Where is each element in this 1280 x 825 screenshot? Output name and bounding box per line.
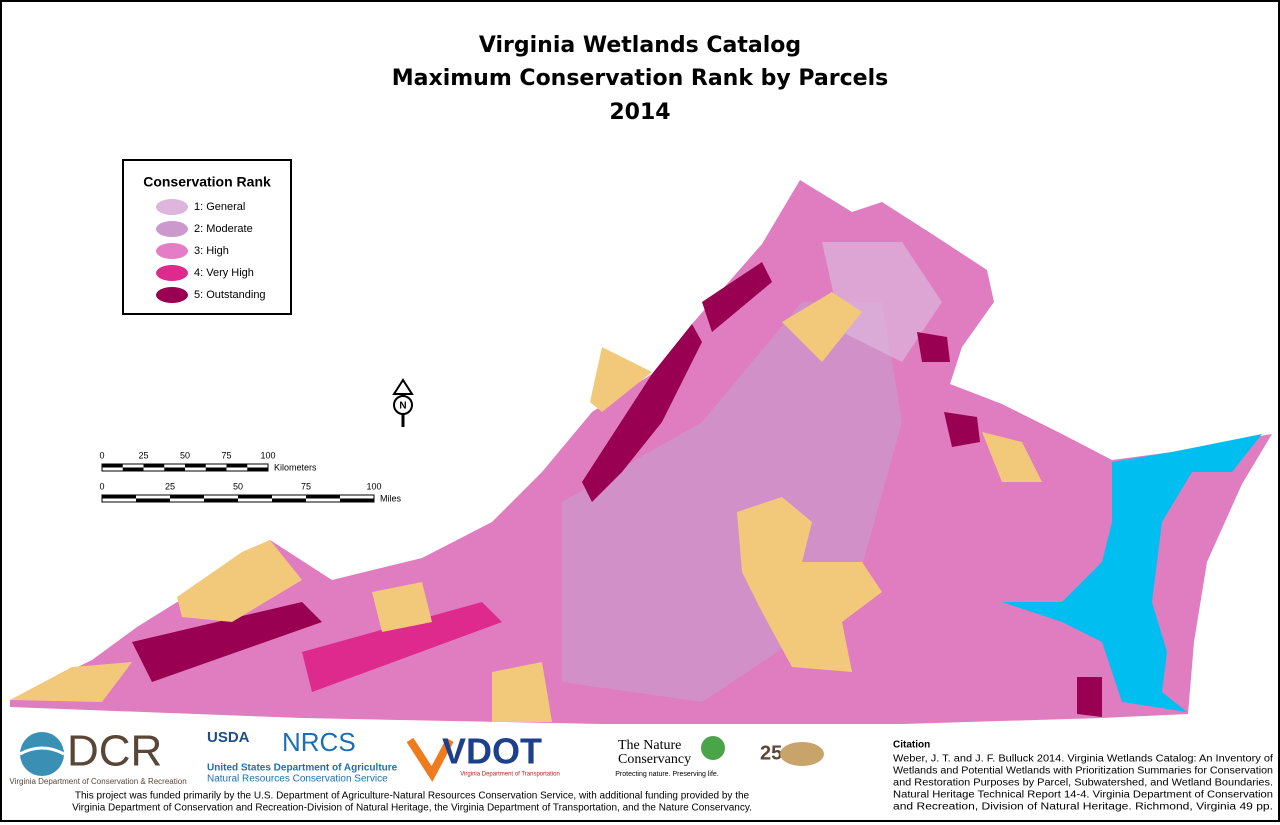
scale-unit: Miles (380, 493, 402, 503)
logo-name: The Nature (618, 738, 681, 753)
legend-title: Conservation Rank (143, 174, 271, 190)
scale-segment (102, 464, 123, 468)
state-map (10, 180, 1272, 724)
scale-segment (204, 498, 238, 502)
title: Maximum Conservation Rank by Parcels (392, 66, 888, 91)
citation-line: Weber, J. T. and J. F. Bulluck 2014. Vir… (893, 754, 1273, 765)
legend-swatch (156, 265, 188, 281)
scale-segment (226, 464, 248, 468)
citation-line: and Restoration Purposes by Parcel, Subw… (893, 778, 1273, 789)
scale-label: 25 (165, 481, 175, 491)
logo-name: DCR (67, 727, 162, 776)
scale-segment (205, 467, 227, 471)
scale-segment (164, 467, 185, 471)
scale-label: 50 (233, 481, 243, 491)
scale-label: 75 (221, 450, 231, 460)
title: Virginia Wetlands Catalog (479, 33, 801, 58)
legend-swatch (156, 243, 188, 259)
legend-label: 2: Moderate (194, 223, 253, 235)
logo-agency: NRCS (282, 727, 356, 757)
scale-label: 100 (260, 450, 275, 460)
legend-label: 5: Outstanding (194, 289, 266, 301)
citation: Citation Weber, J. T. and J. F. Bulluck … (893, 740, 1273, 813)
logo-vdot: VDOT Virginia Department of Transportati… (406, 731, 560, 782)
logo-name: VDOT (442, 731, 542, 772)
scale-segment (136, 498, 170, 502)
scale-segment (238, 495, 272, 499)
scale-label: 0 (99, 481, 104, 491)
compass-label: N (399, 401, 406, 412)
scale-segment (170, 495, 204, 499)
logo-line: Natural Resources Conservation Service (207, 774, 388, 785)
scale-label: 75 (301, 481, 311, 491)
scale-segment (340, 498, 374, 502)
citation-line: Natural Heritage Technical Report 14-4. … (893, 790, 1273, 801)
title: 2014 (609, 100, 670, 125)
scale-segment (185, 464, 206, 468)
logo-line: United States Department of Agriculture (207, 763, 398, 774)
scale-bars: 0 25 50 75 100 Kilometers 0 25 50 75 100 Miles (99, 450, 401, 503)
scale-unit: Kilometers (274, 462, 317, 472)
logo-name: USDA (207, 729, 250, 746)
legend: Conservation Rank 1: General 2: Moderate 3… (122, 159, 292, 315)
logo-tagline: Protecting nature. Preserving life. (615, 771, 719, 778)
scale-segment (102, 495, 136, 499)
scale-segment (306, 495, 340, 499)
logo-usda: USDA NRCS United States Department of Ag… (207, 727, 398, 785)
funding-text: Virginia Department of Conservation and … (72, 803, 752, 814)
legend-box (122, 159, 292, 315)
legend-label: 4: Very High (194, 267, 254, 279)
scale-label: 25 (138, 450, 148, 460)
scale-label: 0 (99, 450, 104, 460)
scale-segment (272, 498, 306, 502)
citation-line: and Recreation, Division of Natural Heri… (893, 802, 1273, 813)
legend-swatch (156, 199, 188, 215)
funding-text: This project was funded primarily by the… (75, 791, 750, 802)
logo-caption: Virginia Department of Conservation & Re… (9, 777, 186, 786)
legend-swatch (156, 287, 188, 303)
legend-label: 3: High (194, 245, 229, 257)
legend-swatch (156, 221, 188, 237)
compass: N (392, 378, 414, 427)
logo-name: 25 (760, 742, 782, 764)
scale-segment (247, 467, 268, 471)
citation-line: Wetlands and Potential Wetlands with Pri… (893, 766, 1273, 777)
logo-tnc: The Nature Conservancy Protecting nature… (615, 736, 725, 778)
scale-segment (122, 467, 144, 471)
logo-dcr: DCR Virginia Department of Conservation … (9, 727, 186, 786)
logo-name: Conservancy (618, 752, 691, 767)
scale-segment (143, 464, 165, 468)
citation-heading: Citation (893, 740, 930, 751)
logo-caption: Virginia Department of Transportation (460, 772, 560, 778)
logo-dnh: 25 (760, 742, 824, 766)
scale-label: 50 (180, 450, 190, 460)
scale-label: 100 (366, 481, 381, 491)
legend-label: 1: General (194, 201, 245, 213)
